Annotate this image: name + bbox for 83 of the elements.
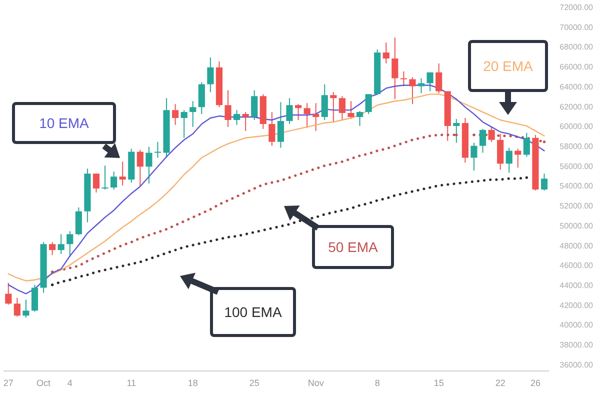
x-tick-label: 15 xyxy=(434,378,444,388)
text: 100 EMA xyxy=(224,304,282,320)
candlestick xyxy=(224,90,232,128)
candlestick xyxy=(338,96,346,120)
y-tick-label: 44000.00 xyxy=(560,281,594,290)
x-tick-label: 11 xyxy=(126,378,136,388)
y-tick-label: 36000.00 xyxy=(560,360,594,370)
candlestick xyxy=(146,146,152,184)
y-tick-label: 56000.00 xyxy=(560,162,594,171)
candlestick xyxy=(92,173,100,193)
candlestick xyxy=(102,165,108,190)
candlestick xyxy=(304,102,310,128)
candlestick xyxy=(436,62,442,94)
x-tick-label: 26 xyxy=(530,378,540,388)
candlestick xyxy=(321,84,328,120)
candlestick xyxy=(294,104,302,120)
candlestick xyxy=(49,242,56,256)
candlestick xyxy=(286,98,293,124)
candlestick xyxy=(22,299,30,318)
x-tick-label: 4 xyxy=(67,378,72,388)
y-tick-label: 72000.00 xyxy=(560,3,594,12)
y-tick-label: 62000.00 xyxy=(560,102,594,112)
candlestick xyxy=(198,82,205,115)
candlestick xyxy=(31,284,38,312)
candlestick xyxy=(172,104,179,126)
y-tick-label: 64000.00 xyxy=(560,82,594,92)
y-tick-label: 42000.00 xyxy=(560,300,594,310)
y-tick-label: 70000.00 xyxy=(560,22,594,32)
x-tick-label: 18 xyxy=(188,378,198,388)
candlestick xyxy=(497,133,504,170)
x-tick-label: 8 xyxy=(374,378,380,388)
candlestick xyxy=(268,112,276,146)
x-tick-label: 22 xyxy=(495,378,506,388)
y-tick-label: 48000.00 xyxy=(560,241,594,250)
candlestick xyxy=(136,149,144,188)
candlestick xyxy=(330,92,337,122)
candlestick xyxy=(348,100,354,120)
candlestick xyxy=(382,42,390,64)
y-tick-label: 40000.00 xyxy=(560,320,594,330)
y-tick-label: 50000.00 xyxy=(560,221,594,230)
candlestick xyxy=(251,90,258,120)
candlestick xyxy=(66,230,74,258)
candlestick xyxy=(470,142,478,172)
y-tick-label: 68000.00 xyxy=(560,42,594,52)
y-tick-label: 38000.00 xyxy=(560,340,594,350)
candlestick xyxy=(180,110,188,138)
x-tick-label: Oct xyxy=(36,378,52,388)
text: 50 EMA xyxy=(328,239,378,255)
candlestick xyxy=(75,206,82,236)
y-tick-label: 60000.00 xyxy=(560,122,594,132)
candlestick xyxy=(479,128,486,154)
y-tick-label: 58000.00 xyxy=(560,142,594,152)
x-tick-label: 25 xyxy=(249,378,260,388)
candlestick xyxy=(119,161,126,186)
candlestick xyxy=(356,110,364,126)
x-tick-label: 27 xyxy=(3,378,14,388)
candlestick xyxy=(154,141,162,158)
text: 20 EMA xyxy=(483,58,533,74)
candlestick xyxy=(277,102,284,148)
candlestick xyxy=(110,171,118,190)
candlestick xyxy=(207,56,214,93)
y-tick-label: 66000.00 xyxy=(560,62,594,72)
candlestick xyxy=(190,100,196,128)
y-tick-label: 54000.00 xyxy=(560,182,594,191)
candlestick xyxy=(400,70,407,87)
text: 10 EMA xyxy=(39,115,89,131)
candlestick xyxy=(365,94,372,115)
candlestick xyxy=(426,72,434,92)
candlestick xyxy=(58,234,64,255)
x-tick-label: Nov xyxy=(308,378,324,388)
candlestick xyxy=(540,173,548,191)
candlestick xyxy=(523,132,530,158)
candlestick xyxy=(409,76,416,105)
candlestick xyxy=(233,110,240,126)
y-tick-label: 46000.00 xyxy=(560,261,594,270)
candlestick xyxy=(488,126,495,142)
candlestick xyxy=(506,147,512,174)
candlestick xyxy=(242,112,249,132)
candlestick xyxy=(392,37,398,100)
candlestick xyxy=(14,297,20,318)
y-tick-label: 52000.00 xyxy=(560,202,594,211)
candlestick xyxy=(312,102,320,132)
candlestick xyxy=(5,282,12,306)
